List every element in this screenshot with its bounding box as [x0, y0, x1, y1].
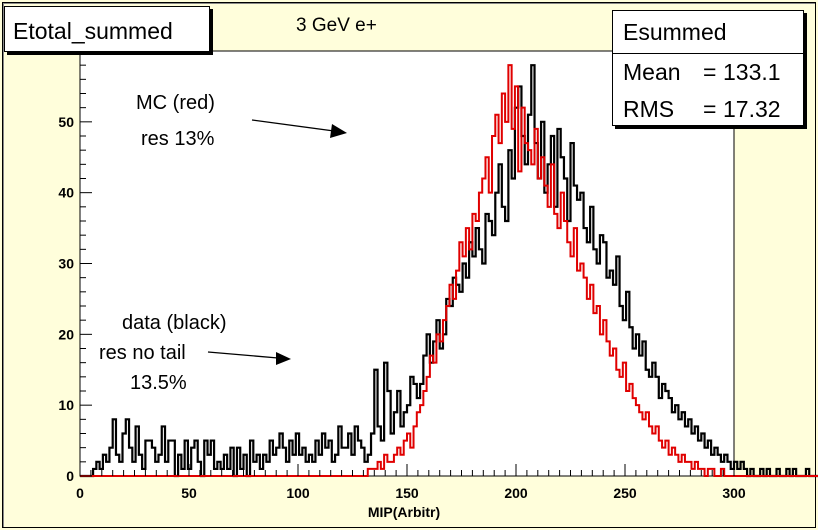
stats-title: Esummed	[623, 19, 727, 45]
x-tick-label: 0	[76, 485, 84, 501]
annotation-data-line3: 13.5%	[130, 372, 187, 394]
y-tick-label: 0	[66, 468, 74, 484]
annotation-data-line2: res no tail	[99, 342, 186, 364]
axes-group: 0 50 100 150 200 250 300 0 10 20 30 40 50	[58, 50, 746, 501]
y-tick-label: 40	[58, 185, 74, 201]
histogram-title: Etotal_summed	[13, 18, 173, 44]
x-tick-label: 50	[181, 485, 197, 501]
annotation-mc-line1: MC (red)	[136, 92, 215, 114]
annotation-mc-line2: res 13%	[141, 128, 215, 150]
annotation-data-arrow	[207, 351, 291, 365]
stats-divider	[613, 53, 803, 54]
y-tick-label: 20	[58, 326, 74, 342]
x-tick-label: 100	[286, 485, 310, 501]
histogram-series-group	[80, 64, 818, 478]
annotation-data-line1: data (black)	[122, 312, 227, 334]
x-tick-label: 150	[395, 485, 419, 501]
y-tick-label: 50	[58, 114, 74, 130]
stats-rms-value: 17.32	[723, 96, 781, 122]
x-tick-label: 200	[504, 485, 528, 501]
y-tick-label: 30	[58, 256, 74, 272]
histogram-title-box: Etotal_summed	[4, 6, 210, 52]
stats-mean-label: Mean	[623, 59, 681, 85]
histogram-series-0	[80, 64, 818, 478]
x-axis-label: MIP(Arbitr)	[368, 504, 440, 520]
stats-rms-label: RMS	[623, 96, 675, 122]
x-tick-label: 250	[613, 485, 637, 501]
x-tick-label: 300	[722, 485, 746, 501]
stats-mean-value: 133.1	[723, 59, 781, 85]
histogram-series-1	[80, 64, 818, 477]
stats-rms-equals: =	[703, 96, 717, 122]
y-tick-label: 10	[58, 397, 74, 413]
annotation-mc-arrow	[251, 119, 347, 138]
stats-mean-equals: =	[703, 59, 717, 85]
chart-subtitle: 3 GeV e+	[296, 15, 377, 36]
stats-box: Esummed Mean = 133.1 RMS = 17.32	[612, 10, 804, 126]
